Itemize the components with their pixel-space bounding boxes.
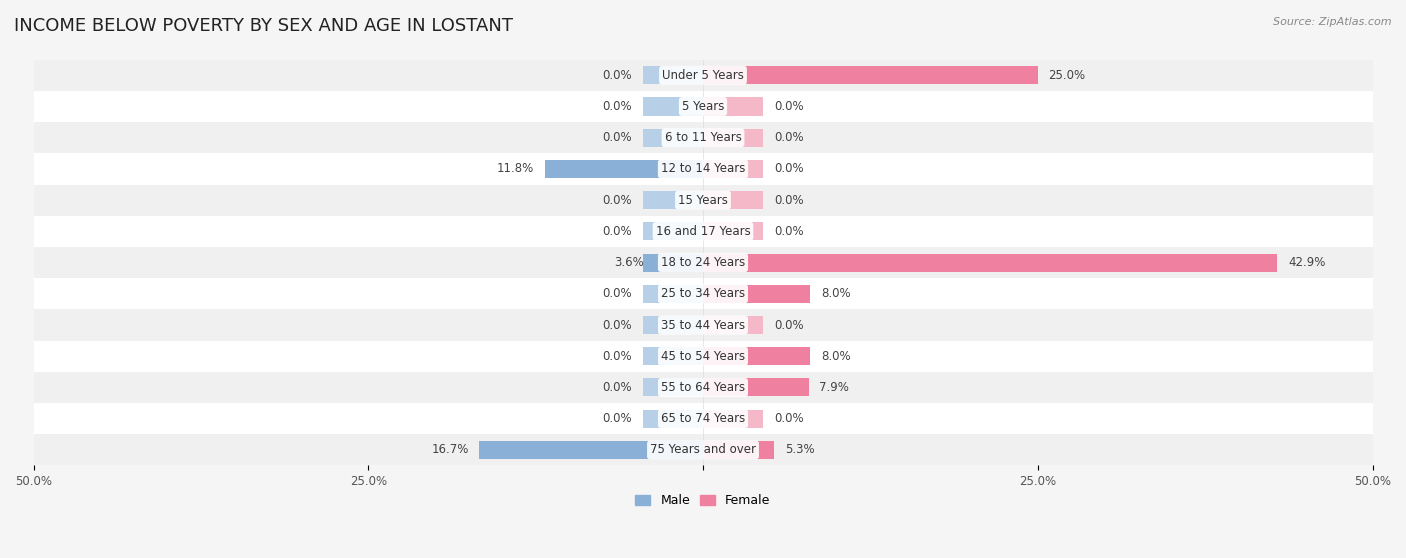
Bar — [643, 191, 703, 209]
Bar — [703, 66, 1038, 84]
Text: 25.0%: 25.0% — [1049, 69, 1085, 82]
Bar — [703, 191, 763, 209]
Text: 65 to 74 Years: 65 to 74 Years — [661, 412, 745, 425]
Bar — [703, 285, 810, 303]
Text: 0.0%: 0.0% — [602, 381, 633, 394]
Bar — [643, 410, 703, 428]
Text: 0.0%: 0.0% — [773, 100, 804, 113]
Text: 0.0%: 0.0% — [773, 162, 804, 175]
Bar — [703, 98, 763, 116]
Bar — [479, 441, 703, 459]
Bar — [703, 222, 763, 240]
Bar — [34, 372, 1372, 403]
Bar — [643, 222, 703, 240]
Text: 45 to 54 Years: 45 to 54 Years — [661, 350, 745, 363]
Text: 0.0%: 0.0% — [602, 100, 633, 113]
Text: 25 to 34 Years: 25 to 34 Years — [661, 287, 745, 300]
Bar — [643, 347, 703, 365]
Text: 16.7%: 16.7% — [432, 444, 468, 456]
Bar — [34, 122, 1372, 153]
Bar — [34, 403, 1372, 434]
Bar — [34, 278, 1372, 309]
Text: 8.0%: 8.0% — [821, 350, 851, 363]
Bar — [703, 253, 1278, 272]
Text: 18 to 24 Years: 18 to 24 Years — [661, 256, 745, 269]
Text: 0.0%: 0.0% — [773, 131, 804, 144]
Bar — [703, 316, 763, 334]
Text: 0.0%: 0.0% — [602, 131, 633, 144]
Text: Under 5 Years: Under 5 Years — [662, 69, 744, 82]
Text: 35 to 44 Years: 35 to 44 Years — [661, 319, 745, 331]
Bar — [34, 434, 1372, 465]
Text: 0.0%: 0.0% — [773, 412, 804, 425]
Bar — [703, 378, 808, 397]
Bar — [34, 309, 1372, 340]
Text: 42.9%: 42.9% — [1288, 256, 1326, 269]
Text: 0.0%: 0.0% — [602, 412, 633, 425]
Bar — [34, 216, 1372, 247]
Bar — [34, 247, 1372, 278]
Bar — [643, 66, 703, 84]
Text: 5 Years: 5 Years — [682, 100, 724, 113]
Text: 55 to 64 Years: 55 to 64 Years — [661, 381, 745, 394]
Bar — [34, 60, 1372, 91]
Text: 75 Years and over: 75 Years and over — [650, 444, 756, 456]
Text: 0.0%: 0.0% — [602, 225, 633, 238]
Bar — [643, 253, 703, 272]
Bar — [546, 160, 703, 178]
Bar — [34, 340, 1372, 372]
Text: 0.0%: 0.0% — [602, 194, 633, 206]
Text: 15 Years: 15 Years — [678, 194, 728, 206]
Text: 8.0%: 8.0% — [821, 287, 851, 300]
Text: 0.0%: 0.0% — [773, 225, 804, 238]
Text: 0.0%: 0.0% — [602, 319, 633, 331]
Text: 3.6%: 3.6% — [614, 256, 644, 269]
Bar — [703, 347, 810, 365]
Bar — [703, 410, 763, 428]
Text: 0.0%: 0.0% — [602, 69, 633, 82]
Bar — [643, 98, 703, 116]
Bar — [643, 378, 703, 397]
Bar — [34, 185, 1372, 216]
Text: Source: ZipAtlas.com: Source: ZipAtlas.com — [1274, 17, 1392, 27]
Text: 0.0%: 0.0% — [602, 350, 633, 363]
Bar — [643, 129, 703, 147]
Bar — [703, 160, 763, 178]
Text: 12 to 14 Years: 12 to 14 Years — [661, 162, 745, 175]
Text: 0.0%: 0.0% — [773, 319, 804, 331]
Bar — [34, 91, 1372, 122]
Text: 7.9%: 7.9% — [820, 381, 849, 394]
Bar — [34, 153, 1372, 185]
Bar — [643, 285, 703, 303]
Bar — [703, 129, 763, 147]
Text: 0.0%: 0.0% — [602, 287, 633, 300]
Text: 11.8%: 11.8% — [498, 162, 534, 175]
Text: 5.3%: 5.3% — [785, 444, 814, 456]
Text: 16 and 17 Years: 16 and 17 Years — [655, 225, 751, 238]
Text: 0.0%: 0.0% — [773, 194, 804, 206]
Bar — [703, 441, 773, 459]
Text: INCOME BELOW POVERTY BY SEX AND AGE IN LOSTANT: INCOME BELOW POVERTY BY SEX AND AGE IN L… — [14, 17, 513, 35]
Legend: Male, Female: Male, Female — [630, 489, 776, 512]
Text: 6 to 11 Years: 6 to 11 Years — [665, 131, 741, 144]
Bar — [643, 316, 703, 334]
